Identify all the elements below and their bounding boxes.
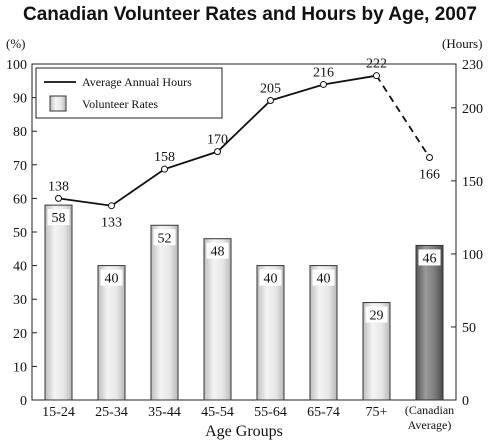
x-tick-label: 65-74 [307,405,340,420]
hours-point [214,148,221,156]
legend-box [35,67,223,119]
bar [415,244,444,401]
left-tick-label: 50 [13,226,27,241]
hours-value-label: 138 [48,179,69,194]
right-tick-label: 0 [462,394,469,409]
hours-point [426,153,433,161]
hours-line-dashed-segment [375,75,431,158]
hours-point [108,202,115,210]
bar [203,238,232,401]
hours-point [320,80,327,88]
right-tick-label: 100 [462,248,483,263]
bar-value-box [418,249,441,266]
bar-value-box [153,229,176,246]
bar-value-label: 58 [52,211,66,226]
x-tick-label: 45-54 [201,405,234,420]
hours-value-label: 166 [419,167,440,182]
left-tick-label: 10 [13,360,27,375]
hours-value-label: 222 [366,57,387,72]
left-tick-label: 40 [13,260,27,275]
bar-value-label: 52 [158,231,172,246]
hours-point [373,72,380,80]
bar [97,265,126,401]
bar-value-label: 40 [105,272,119,287]
hours-value-label: 205 [260,82,281,97]
right-tick-label: 230 [462,58,483,73]
bar [256,265,285,401]
hours-value-label: 158 [154,150,175,165]
legend-bar-swatch [49,95,67,112]
bar [309,265,338,401]
bar-value-label: 40 [317,272,331,287]
x-tick-label: Average) [408,418,452,432]
left-axis-unit: (%) [6,36,26,51]
bar-value-box [365,306,388,323]
x-axis-title: Age Groups [205,423,283,440]
bar-value-box [206,242,229,259]
hours-point [267,97,274,105]
right-tick-label: 50 [462,321,476,336]
x-tick-label: 35-44 [148,405,181,420]
hours-value-label: 133 [101,216,122,231]
bar-value-label: 40 [264,272,278,287]
x-tick-label: 25-34 [95,405,128,420]
left-tick-label: 70 [13,159,27,174]
bar [150,224,179,401]
left-tick-label: 90 [13,92,27,107]
bar-value-box [259,269,282,286]
right-tick-label: 200 [462,102,483,117]
bar-value-box [47,209,70,226]
hours-point [161,165,168,173]
right-tick-label: 150 [462,175,483,190]
legend-bar-label: Volunteer Rates [82,97,158,111]
left-tick-label: 20 [13,327,27,342]
left-tick-label: 60 [13,192,27,207]
bar-value-label: 29 [370,309,384,324]
bar-value-label: 48 [211,245,225,260]
bar-value-box [100,269,123,286]
x-tick-label: (Canadian [405,403,454,417]
left-tick-label: 100 [6,58,27,73]
x-tick-label: 75+ [366,405,388,420]
left-tick-label: 30 [13,293,27,308]
right-axis-unit: (Hours) [442,36,482,51]
hours-value-label: 216 [313,65,334,80]
left-tick-label: 0 [20,394,27,409]
bar-value-box [312,269,335,286]
hours-value-label: 170 [207,133,228,148]
x-tick-label: 15-24 [42,405,75,420]
hours-point [55,194,62,202]
legend-line-label: Average Annual Hours [82,75,192,89]
x-tick-label: 55-64 [254,405,287,420]
chart-title: Canadian Volunteer Rates and Hours by Ag… [22,4,477,25]
bar-value-label: 46 [423,251,437,266]
left-tick-label: 80 [13,125,27,140]
bar [44,204,73,401]
